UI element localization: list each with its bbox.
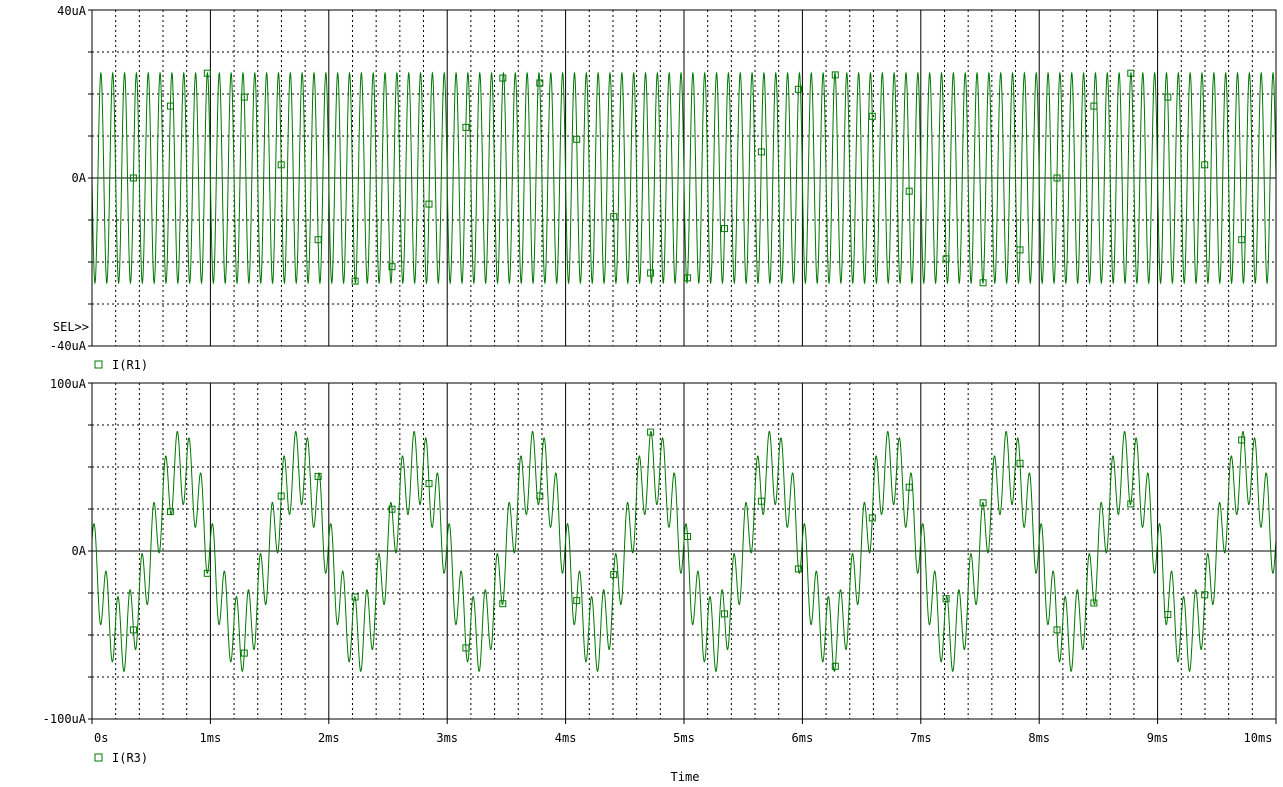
trace-marker bbox=[351, 277, 359, 285]
trace-marker bbox=[1238, 236, 1246, 244]
trace-marker bbox=[203, 69, 211, 77]
trace-marker bbox=[573, 135, 581, 143]
trace-marker bbox=[388, 505, 396, 513]
trace-marker bbox=[129, 626, 137, 634]
legend-swatch-i-r1 bbox=[94, 360, 103, 369]
trace-marker bbox=[1127, 69, 1135, 77]
trace-marker bbox=[462, 644, 470, 652]
trace-i-r3 bbox=[91, 431, 1277, 672]
trace-marker bbox=[647, 269, 655, 277]
trace-marker bbox=[979, 499, 987, 507]
trace-marker bbox=[1201, 161, 1209, 169]
trace-marker bbox=[905, 483, 913, 491]
top-trace-markers bbox=[129, 69, 1246, 287]
bottom-trace-markers bbox=[129, 428, 1246, 670]
trace-marker bbox=[1016, 246, 1024, 254]
trace-marker bbox=[240, 93, 248, 101]
trace-marker bbox=[536, 79, 544, 87]
trace-marker bbox=[942, 595, 950, 603]
trace-marker bbox=[425, 200, 433, 208]
trace-marker bbox=[536, 492, 544, 500]
trace-marker bbox=[1090, 599, 1098, 607]
top-ytick-min: -40uA bbox=[50, 339, 87, 353]
trace-marker bbox=[1090, 102, 1098, 110]
trace-marker bbox=[499, 74, 507, 82]
x-axis-label: Time bbox=[671, 770, 700, 784]
x-tick-label: 3ms bbox=[436, 731, 458, 745]
trace-marker bbox=[314, 236, 322, 244]
bottom-ytick-zero: 0A bbox=[72, 544, 87, 558]
trace-marker bbox=[425, 480, 433, 488]
trace-marker bbox=[610, 213, 618, 221]
trace-marker bbox=[277, 161, 285, 169]
x-tick-label: 8ms bbox=[1028, 731, 1050, 745]
trace-marker bbox=[979, 279, 987, 287]
top-grid bbox=[88, 9, 1276, 347]
top-ytick-zero: 0A bbox=[72, 171, 87, 185]
trace-marker bbox=[757, 148, 765, 156]
trace-marker bbox=[831, 662, 839, 670]
trace-marker bbox=[388, 263, 396, 271]
trace-marker bbox=[942, 255, 950, 263]
trace-marker bbox=[166, 508, 174, 516]
trace-marker bbox=[905, 187, 913, 195]
trace-marker bbox=[573, 597, 581, 605]
legend-swatch-i-r3 bbox=[94, 753, 103, 762]
trace-marker bbox=[1164, 93, 1172, 101]
trace-marker bbox=[499, 600, 507, 608]
trace-marker bbox=[684, 274, 692, 282]
x-tick-labels: 0s 1ms 2ms 3ms 4ms 5ms 6ms 7ms 8ms 9ms 10ms bbox=[91, 719, 1277, 745]
trace-marker bbox=[277, 492, 285, 500]
bottom-ytick-min: -100uA bbox=[43, 712, 87, 726]
x-tick-label: 10ms bbox=[1244, 731, 1273, 745]
trace-i-r1 bbox=[91, 71, 1277, 285]
trace-marker bbox=[1164, 611, 1172, 618]
trace-marker bbox=[868, 112, 876, 120]
trace-marker bbox=[1016, 459, 1024, 467]
x-tick-label: 6ms bbox=[792, 731, 814, 745]
trace-marker bbox=[794, 85, 802, 93]
trace-marker bbox=[684, 533, 692, 540]
bottom-panel: 100uA 0A -100uA 0s 1ms 2ms 3ms 4ms 5ms 6ms 7ms 8… bbox=[43, 377, 1277, 784]
x-tick-label: 4ms bbox=[555, 731, 577, 745]
top-panel: 40uA 0A -40uA SEL>> I(R1) bbox=[50, 4, 1277, 372]
x-tick-label: 1ms bbox=[200, 731, 222, 745]
trace-marker bbox=[1238, 436, 1246, 444]
top-legend[interactable]: I(R1) bbox=[94, 358, 148, 372]
trace-marker bbox=[462, 123, 470, 131]
trace-marker bbox=[1201, 591, 1209, 599]
x-tick-label: 7ms bbox=[910, 731, 932, 745]
trace-marker bbox=[166, 102, 174, 110]
trace-marker bbox=[831, 71, 839, 79]
selected-plot-marker[interactable]: SEL>> bbox=[53, 320, 89, 334]
trace-marker bbox=[721, 225, 728, 233]
trace-marker bbox=[203, 569, 211, 577]
trace-marker bbox=[721, 610, 728, 618]
trace-marker bbox=[1127, 500, 1135, 508]
x-tick-label: 0s bbox=[94, 731, 108, 745]
trace-marker bbox=[647, 428, 655, 436]
trace-marker bbox=[129, 174, 137, 182]
trace-marker bbox=[868, 514, 876, 522]
legend-label-i-r1: I(R1) bbox=[112, 358, 148, 372]
top-ytick-max: 40uA bbox=[57, 4, 87, 18]
bottom-legend[interactable]: I(R3) bbox=[94, 751, 148, 765]
trace-marker bbox=[610, 571, 618, 579]
trace-marker bbox=[757, 497, 765, 505]
bottom-ytick-max: 100uA bbox=[50, 377, 87, 391]
bottom-grid bbox=[88, 382, 1276, 720]
legend-label-i-r3: I(R3) bbox=[112, 751, 148, 765]
trace-marker bbox=[351, 593, 359, 601]
x-tick-label: 5ms bbox=[673, 731, 695, 745]
x-tick-label: 2ms bbox=[318, 731, 340, 745]
trace-marker bbox=[314, 472, 322, 480]
trace-marker bbox=[1053, 626, 1061, 634]
trace-marker bbox=[794, 565, 802, 573]
trace-marker bbox=[1053, 174, 1061, 182]
top-plot-frame bbox=[91, 9, 1277, 347]
trace-marker bbox=[240, 649, 248, 657]
x-tick-label: 9ms bbox=[1147, 731, 1169, 745]
